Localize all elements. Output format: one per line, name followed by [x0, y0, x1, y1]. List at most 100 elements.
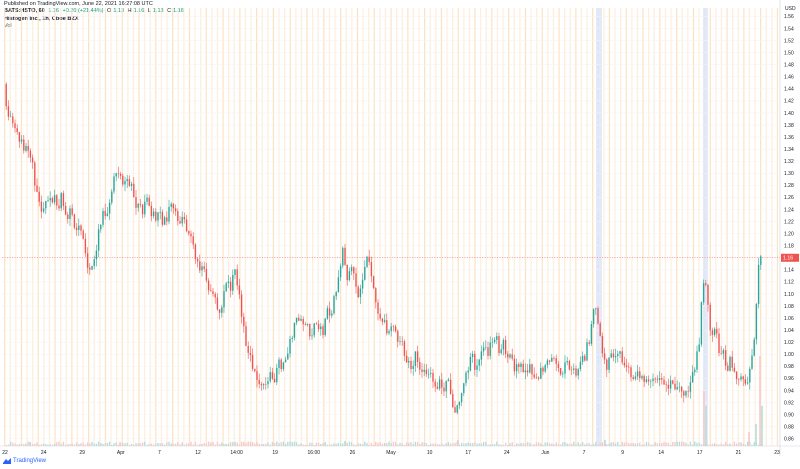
candle-body	[592, 309, 595, 325]
volume-bar	[179, 444, 181, 446]
session-band	[496, 8, 499, 446]
volume-bar	[157, 442, 159, 446]
session-band	[250, 8, 252, 446]
candle-body	[643, 376, 645, 382]
volume-bar	[51, 444, 54, 446]
candle-body	[51, 198, 54, 203]
candle-body	[324, 318, 326, 336]
candle-body	[749, 368, 751, 383]
candles	[5, 82, 762, 415]
session-band	[631, 8, 633, 446]
candle-body	[403, 341, 406, 356]
volume-bar	[155, 443, 157, 446]
candle-body	[621, 351, 623, 363]
price-tick-label: 1.04	[784, 328, 794, 334]
candle-body	[634, 376, 637, 379]
session-band	[463, 8, 465, 446]
candle-body	[467, 370, 469, 373]
candle-body	[31, 157, 34, 163]
volume-bar	[423, 442, 425, 446]
candle-body	[661, 378, 663, 380]
volume-bar	[201, 444, 203, 446]
session-band	[200, 8, 202, 446]
last-price: 1.16	[48, 8, 59, 15]
session-band	[32, 8, 34, 446]
volume-bar	[42, 443, 45, 446]
volume-spike	[748, 432, 750, 446]
time-tick-label: 12	[195, 450, 201, 456]
volume-bar	[586, 443, 588, 446]
volume-bar	[573, 441, 575, 446]
candle-body	[23, 139, 25, 151]
candle-body	[124, 181, 126, 185]
volume-bar	[190, 441, 192, 446]
volume-bar	[168, 441, 170, 446]
candle-body	[498, 336, 500, 354]
session-band	[362, 8, 364, 446]
volume-bar	[194, 441, 197, 446]
volume-bar	[216, 441, 219, 446]
volume-bar	[469, 443, 472, 446]
candle-body	[696, 351, 698, 370]
session-band	[160, 8, 163, 446]
session-band	[508, 8, 510, 446]
symbol: BATS:HSTO, 60	[4, 8, 45, 15]
candle-body	[229, 281, 232, 291]
volume-bar	[687, 444, 689, 446]
candle-body	[254, 368, 256, 372]
candle-body	[368, 256, 370, 262]
candle-body	[421, 369, 423, 372]
session-band	[4, 8, 6, 446]
volume-bar	[610, 442, 612, 446]
session-band	[480, 8, 482, 446]
session-band	[233, 8, 235, 446]
volume-bar	[7, 444, 10, 446]
volume-bar	[320, 444, 322, 446]
price-tick-label: 1.12	[784, 280, 794, 286]
candle-body	[190, 233, 192, 237]
time-tick-label: 24	[41, 450, 47, 456]
candle-body	[91, 266, 93, 270]
candle-body	[401, 341, 403, 342]
footer-brand[interactable]: TradingView	[3, 458, 46, 464]
volume-bar	[287, 441, 289, 446]
time-tick-label: 21	[736, 450, 742, 456]
volume-bar	[676, 441, 678, 446]
candle-body	[674, 383, 676, 390]
candle-body	[56, 195, 58, 206]
session-band	[99, 8, 101, 446]
volume-bar	[148, 443, 150, 446]
session-band	[9, 8, 11, 446]
candle-body	[344, 247, 346, 265]
candle-body	[619, 351, 621, 354]
volume-bar	[592, 444, 595, 446]
candle-body	[45, 201, 47, 209]
volume-bar	[401, 443, 403, 446]
session-band	[345, 8, 347, 446]
volume-bar	[694, 441, 696, 446]
candle-body	[47, 200, 49, 202]
session-band	[48, 8, 51, 446]
candle-body	[504, 339, 507, 355]
volume-bar	[361, 444, 364, 446]
session-band	[586, 8, 588, 446]
volume-bar	[212, 441, 214, 446]
session-band	[368, 8, 370, 446]
candle-body	[535, 377, 538, 378]
session-band	[620, 8, 622, 446]
candle-body	[353, 267, 355, 274]
volume-bar	[137, 443, 139, 446]
volume-bar	[751, 444, 753, 446]
session-band	[698, 8, 700, 446]
volume-bar	[298, 444, 300, 446]
session-band	[396, 8, 398, 446]
candle-body	[584, 355, 586, 361]
candle-body	[597, 308, 599, 324]
volume-spike	[344, 441, 346, 446]
volume-bar	[133, 444, 135, 446]
candle-body	[474, 353, 476, 370]
session-band	[306, 8, 308, 446]
session-band	[401, 8, 403, 446]
candle-body	[555, 358, 557, 364]
